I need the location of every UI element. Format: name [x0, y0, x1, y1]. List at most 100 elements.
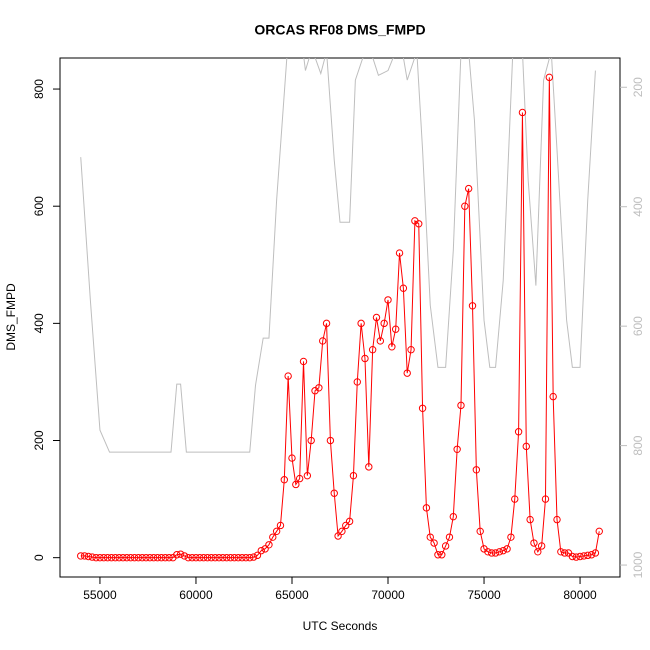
data-point: [580, 552, 588, 560]
data-point: [153, 553, 162, 562]
data-point: [199, 553, 208, 562]
y-tick-label: 600: [32, 196, 46, 216]
data-point: [395, 249, 404, 257]
data-point: [476, 527, 484, 536]
chart-title: ORCAS RF08 DMS_FMPD: [254, 22, 425, 38]
data-point: [576, 552, 584, 561]
y2-tick-label: 1000: [631, 551, 645, 578]
data-point: [422, 504, 431, 512]
data-point: [307, 436, 315, 445]
data-point: [388, 343, 396, 351]
y-tick-label: 400: [32, 313, 46, 333]
data-point: [514, 428, 523, 436]
data-point: [146, 553, 154, 562]
data-point: [342, 521, 350, 530]
data-point: [495, 548, 504, 556]
data-point: [253, 551, 262, 560]
data-point: [123, 553, 131, 562]
data-point: [595, 527, 603, 536]
x-tick-label: 55000: [83, 588, 117, 602]
data-point: [222, 553, 231, 562]
data-point: [557, 548, 565, 556]
data-point: [269, 533, 277, 541]
x-tick-label: 70000: [371, 588, 405, 602]
data-point: [292, 480, 300, 489]
data-point: [88, 553, 96, 561]
data-point: [441, 542, 450, 550]
data-point: [280, 476, 289, 484]
data-point: [376, 337, 385, 345]
data-point: [484, 548, 492, 556]
data-point: [238, 553, 246, 562]
data-point: [511, 495, 519, 503]
data-point: [461, 202, 469, 210]
data-point: [534, 548, 542, 556]
data-point: [203, 553, 212, 562]
data-point: [468, 302, 477, 310]
x-tick-label: 75000: [467, 588, 501, 602]
data-point: [430, 539, 438, 547]
data-point: [445, 533, 454, 541]
y2-tick-label: 800: [631, 435, 645, 455]
data-point: [257, 546, 265, 555]
data-point: [361, 354, 369, 363]
data-point: [219, 553, 227, 562]
data-point: [242, 553, 250, 562]
data-point: [180, 552, 189, 560]
data-point: [150, 553, 158, 562]
y-tick-label: 800: [32, 79, 46, 99]
data-point: [572, 553, 580, 561]
data-point: [176, 550, 185, 558]
data-point: [368, 346, 377, 354]
data-point: [568, 552, 577, 561]
data-point: [372, 313, 381, 322]
data-point: [207, 553, 216, 562]
data-point: [399, 284, 408, 292]
data-point: [77, 552, 85, 560]
data-point: [173, 551, 181, 559]
x-tick-label: 65000: [275, 588, 309, 602]
data-point: [265, 541, 273, 549]
series-line: [80, 58, 596, 453]
data-point: [499, 546, 507, 555]
data-point: [491, 549, 500, 557]
data-point: [211, 553, 219, 562]
data-point: [272, 527, 281, 536]
data-point: [407, 346, 415, 354]
x-axis-label: UTC Seconds: [303, 619, 378, 633]
x-tick-label: 60000: [179, 588, 213, 602]
data-point: [334, 532, 342, 540]
data-point: [261, 545, 269, 553]
data-point: [165, 553, 173, 562]
data-point: [418, 404, 427, 412]
data-point: [530, 539, 538, 547]
data-point: [315, 384, 323, 392]
data-point: [464, 184, 473, 193]
data-point: [142, 553, 150, 562]
data-point: [246, 553, 254, 562]
data-point: [188, 553, 196, 562]
data-point: [507, 533, 515, 541]
data-point: [434, 551, 442, 559]
plot-area: [77, 58, 603, 562]
data-point: [184, 553, 192, 562]
data-point: [380, 319, 388, 328]
data-point: [457, 401, 465, 410]
data-point: [403, 369, 411, 377]
data-point: [249, 553, 258, 561]
data-point: [541, 495, 550, 503]
data-point: [349, 471, 358, 480]
data-point: [453, 445, 461, 454]
data-point: [438, 551, 446, 559]
data-point: [138, 553, 146, 562]
data-point: [303, 471, 312, 480]
data-point: [449, 512, 458, 521]
data-point: [391, 325, 400, 333]
data-point: [384, 296, 392, 304]
y2-tick-label: 600: [631, 316, 645, 336]
data-point: [130, 553, 139, 562]
data-point: [126, 553, 135, 562]
y-tick-label: 200: [32, 430, 46, 450]
data-point: [584, 551, 592, 560]
